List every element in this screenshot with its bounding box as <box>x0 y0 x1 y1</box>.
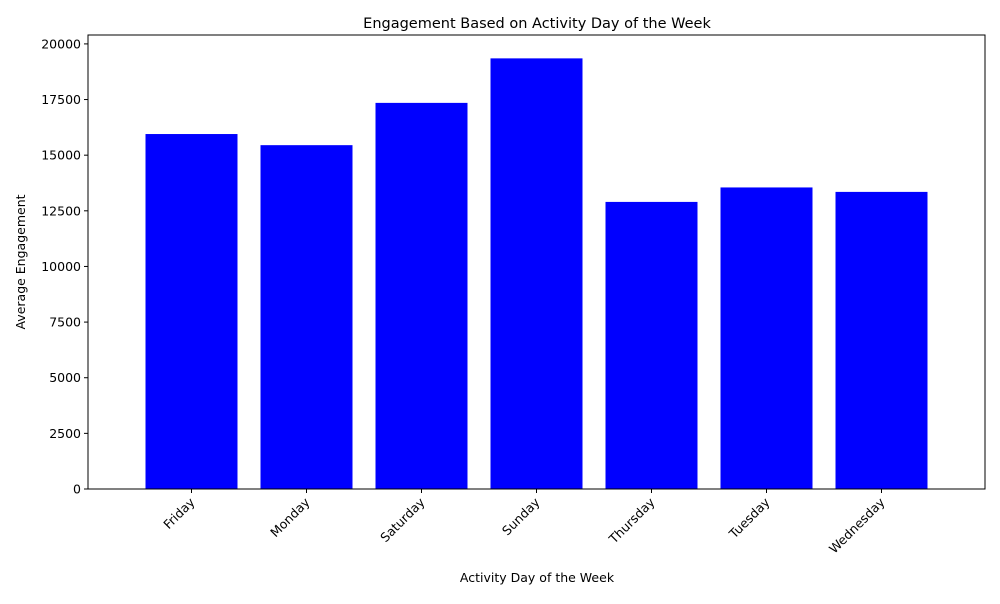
bar-saturday <box>375 102 468 490</box>
y-tick-label: 7500 <box>49 315 81 330</box>
x-tick-label: Monday <box>267 494 313 540</box>
y-tick-label: 0 <box>73 482 81 497</box>
bar-thursday <box>605 201 698 490</box>
y-tick-label: 2500 <box>49 426 81 441</box>
y-tick-label: 10000 <box>41 259 81 274</box>
y-tick-label: 12500 <box>41 203 81 218</box>
x-tick-label: Friday <box>160 494 198 532</box>
bar-monday <box>260 145 353 490</box>
bar-friday <box>145 134 238 490</box>
x-axis: Friday Monday Saturday Sunday Thursday Tuesda… <box>160 489 888 556</box>
bar-tuesday <box>720 187 813 489</box>
y-tick-label: 20000 <box>41 36 81 51</box>
y-tick-label: 15000 <box>41 148 81 163</box>
x-tick-label: Sunday <box>499 494 543 538</box>
bar-sunday <box>490 58 583 489</box>
x-axis-label: Activity Day of the Week <box>460 570 615 585</box>
x-tick-label: Tuesday <box>725 494 773 542</box>
x-tick-label: Wednesday <box>826 494 888 556</box>
y-tick-label: 5000 <box>49 370 81 385</box>
bar-wednesday <box>835 191 928 489</box>
x-tick-label: Thursday <box>605 494 658 547</box>
plot-area <box>145 58 928 490</box>
chart-title: Engagement Based on Activity Day of the … <box>363 16 711 32</box>
y-axis: 0 2500 5000 7500 10000 12500 15000 17500 20000 <box>41 36 88 497</box>
x-tick-label: Saturday <box>377 494 428 545</box>
y-axis-label: Average Engagement <box>13 194 28 329</box>
plot-frame <box>87 34 986 490</box>
y-tick-label: 17500 <box>41 92 81 107</box>
